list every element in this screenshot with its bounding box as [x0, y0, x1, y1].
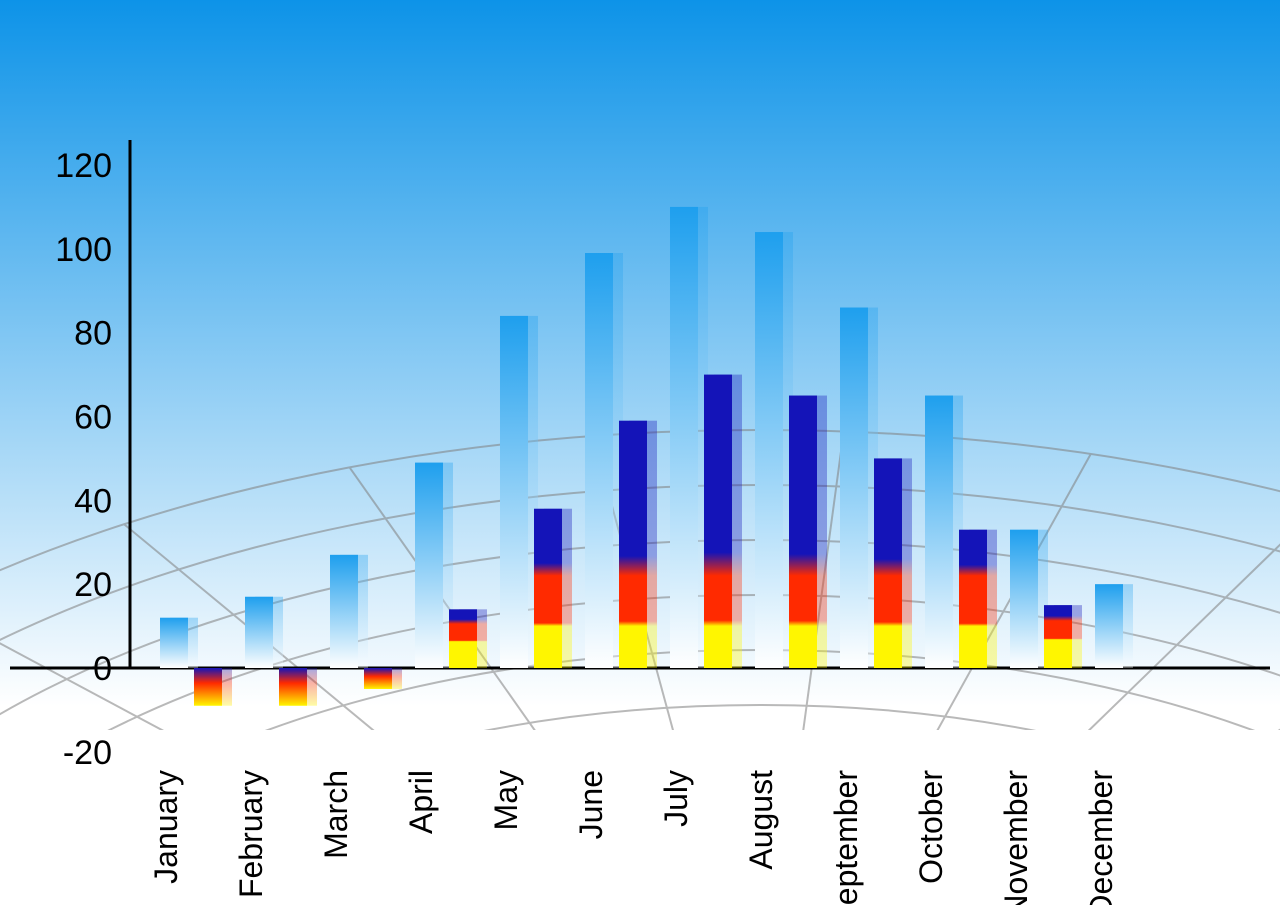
bar-series-a — [500, 316, 528, 668]
bar-series-a — [160, 618, 188, 668]
bar-series-a — [330, 555, 358, 668]
x-category-label: May — [488, 770, 524, 830]
bar-series-a — [245, 597, 273, 668]
y-tick-label: 120 — [55, 147, 112, 185]
y-tick-label: 100 — [55, 231, 112, 269]
bar-group — [1095, 584, 1133, 668]
x-category-label: March — [318, 770, 354, 859]
bar-series-a — [925, 396, 953, 668]
x-category-label: October — [913, 770, 949, 884]
x-category-label: June — [573, 770, 609, 839]
bar-series-a — [585, 253, 613, 668]
x-category-label: August — [743, 770, 779, 870]
y-tick-label: 60 — [74, 399, 112, 437]
bar-series-b — [194, 668, 222, 706]
bar-series-a — [1010, 530, 1038, 668]
bar-series-b — [874, 458, 902, 668]
x-category-label: November — [998, 770, 1034, 905]
x-category-label: December — [1083, 770, 1119, 905]
x-category-label: July — [658, 770, 694, 827]
bar-series-b — [1044, 605, 1072, 668]
y-tick-label: -20 — [63, 734, 112, 772]
bar-series-b — [704, 375, 732, 668]
bar-series-b — [789, 396, 817, 668]
bar-series-a — [840, 308, 868, 668]
x-category-label: February — [233, 770, 269, 898]
bar-series-b — [959, 530, 987, 668]
bar-series-a — [415, 463, 443, 668]
x-category-label: January — [148, 770, 184, 884]
bar-series-b — [619, 421, 647, 668]
bar-series-b — [534, 509, 562, 668]
bar-series-b — [364, 668, 392, 689]
bar-series-b — [449, 609, 477, 668]
bar-series-a — [755, 232, 783, 668]
y-tick-label: 80 — [74, 315, 112, 353]
x-category-label: April — [403, 770, 439, 834]
chart-container: -20 0 20 40 60 80 100 120 January February March Ap… — [0, 0, 1280, 905]
bar-series-a — [1095, 584, 1123, 668]
y-tick-label: 20 — [74, 566, 112, 604]
y-tick-label: 40 — [74, 482, 112, 520]
bar-series-a — [670, 207, 698, 668]
y-tick-label: 0 — [93, 650, 112, 688]
monthly-bar-chart: -20 0 20 40 60 80 100 120 January February March Ap… — [0, 0, 1280, 905]
bar-series-b — [279, 668, 307, 706]
x-category-label: September — [828, 770, 864, 905]
